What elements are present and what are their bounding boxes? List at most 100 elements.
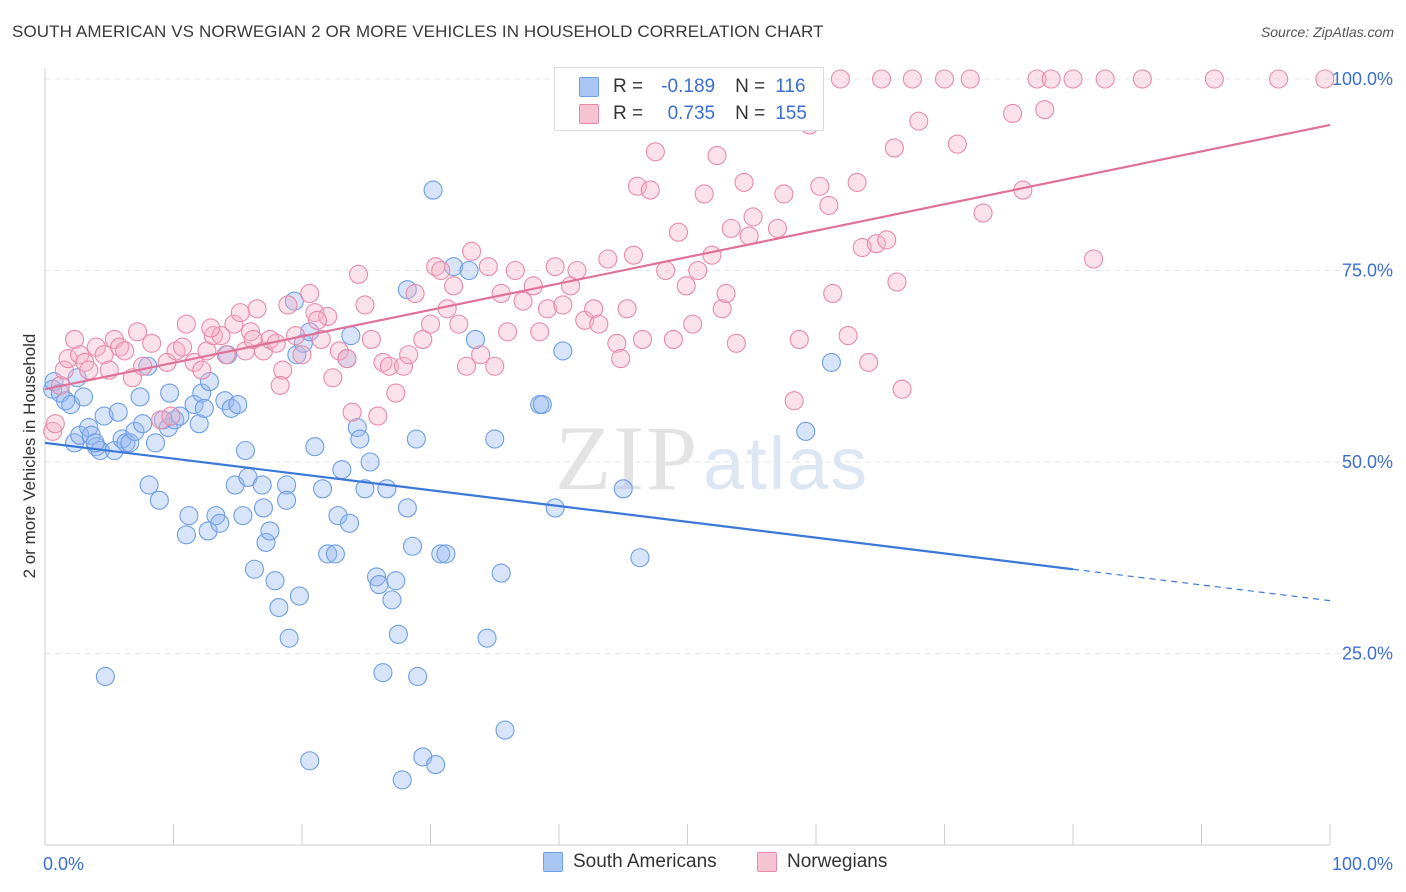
norwegian-point	[847, 172, 867, 192]
norwegian-point	[947, 134, 967, 154]
norwegian-point	[656, 260, 676, 281]
norwegian-point	[172, 337, 193, 357]
x-tick-label: 100.0%	[1332, 854, 1393, 874]
legend-r-label: R =	[613, 103, 644, 124]
south-american-point	[256, 532, 276, 552]
south-american-point	[491, 563, 511, 583]
norwegian-point	[176, 314, 196, 334]
norwegian-point	[866, 234, 886, 254]
norwegian-point	[368, 406, 388, 426]
south-american-point	[332, 460, 352, 480]
norwegian-point	[305, 303, 325, 323]
x-tick-label: 0.0%	[43, 854, 84, 874]
south-american-point	[300, 751, 320, 771]
south-american-point	[341, 326, 361, 346]
south-american-point	[423, 180, 443, 200]
norwegian-point	[399, 345, 419, 365]
norwegian-point	[230, 303, 250, 323]
norwegian-point	[632, 329, 653, 349]
norwegian-point	[1003, 103, 1023, 124]
south-american-point	[325, 544, 345, 564]
norwegian-point	[567, 260, 587, 281]
norwegian-point	[902, 69, 922, 89]
norwegian-point	[216, 345, 236, 365]
south-american-point	[402, 536, 423, 556]
norwegian-point	[627, 176, 647, 196]
south-american-point	[139, 475, 159, 495]
norwegian-point	[530, 322, 550, 342]
south-american-point	[184, 394, 204, 415]
norwegian-point	[311, 329, 331, 349]
norwegian-point	[545, 257, 565, 277]
legend-item-south-americans[interactable]: South Americans	[543, 851, 717, 873]
south-american-point	[613, 479, 633, 499]
norwegian-point	[645, 142, 665, 162]
south-american-point	[360, 452, 380, 472]
norwegian-point	[823, 283, 843, 304]
norwegian-point	[86, 337, 106, 357]
legend-row-norwegians: R = 0.735 N = 155	[579, 101, 807, 127]
south-american-point	[382, 590, 402, 610]
y-tick-label: 100.0%	[1332, 69, 1393, 89]
norwegian-point	[426, 257, 446, 277]
norwegian-point	[109, 337, 130, 357]
norwegian-point	[852, 237, 872, 258]
norwegian-point	[726, 333, 746, 353]
south-american-point	[253, 498, 274, 518]
south-american-point	[277, 490, 297, 510]
norwegian-point	[623, 245, 644, 265]
south-american-point	[233, 506, 253, 526]
south-american-point	[821, 352, 841, 372]
south-american-point	[553, 341, 573, 361]
south-american-point	[495, 720, 515, 740]
norwegian-point	[589, 314, 609, 334]
norwegian-point	[300, 283, 320, 304]
south-american-point	[305, 437, 325, 457]
south-american-point	[165, 410, 185, 430]
norwegian-point	[607, 333, 627, 353]
south-american-point	[277, 475, 297, 495]
norwegian-point	[712, 299, 732, 319]
legend-item-norwegians[interactable]: Norwegians	[757, 851, 887, 873]
norwegian-point	[270, 375, 290, 395]
norwegian-point	[716, 283, 736, 304]
legend-swatch-south-americans	[543, 852, 563, 872]
south-american-point	[465, 329, 486, 349]
south-american-point	[355, 479, 375, 499]
norwegian-point	[151, 410, 171, 430]
south-american-point	[545, 498, 565, 518]
legend-label-norwegians: Norwegians	[787, 851, 888, 872]
south-american-point	[108, 402, 128, 422]
south-american-point	[94, 406, 114, 426]
south-american-point	[252, 475, 272, 495]
norwegian-point	[668, 222, 689, 242]
norwegian-point	[789, 329, 809, 349]
legend-n-label: N =	[735, 76, 766, 97]
south-american-point	[388, 624, 408, 644]
norwegian-point	[523, 276, 543, 296]
norwegian-point	[115, 341, 135, 361]
norwegian-point	[1132, 69, 1152, 89]
norwegian-point	[142, 333, 162, 353]
norwegian-point	[1035, 100, 1055, 120]
south-american-point	[366, 567, 387, 587]
south-american-point	[318, 544, 338, 564]
norwegian-point	[1315, 69, 1335, 89]
norwegian-point	[1041, 69, 1061, 89]
south-american-point	[279, 628, 299, 648]
chart-title: SOUTH AMERICAN VS NORWEGIAN 2 OR MORE VE…	[12, 22, 824, 41]
south-american-point	[347, 417, 367, 438]
south-american-point	[289, 586, 309, 606]
y-tick-label: 75.0%	[1342, 261, 1393, 281]
legend-n-value: 116	[775, 76, 806, 97]
norwegian-point	[810, 176, 830, 196]
norwegian-point	[379, 356, 399, 376]
series-legend: South Americans Norwegians	[0, 851, 1406, 877]
south-american-point	[199, 372, 220, 392]
watermark-zip: ZIP	[555, 407, 699, 509]
norwegian-point	[784, 391, 804, 411]
south-american-point	[120, 433, 140, 453]
south-american-point	[176, 525, 196, 545]
norwegian-point	[1084, 249, 1104, 269]
